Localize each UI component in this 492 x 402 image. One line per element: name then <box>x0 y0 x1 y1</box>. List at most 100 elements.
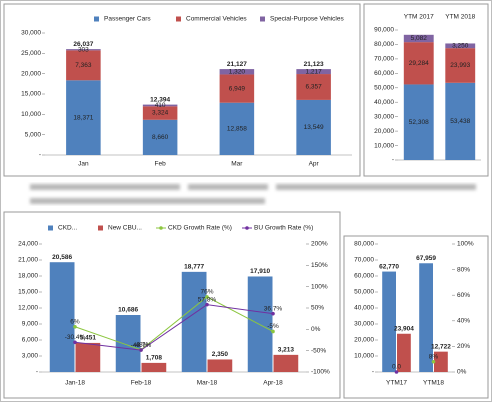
bar-segment <box>66 50 101 81</box>
category-label: Mar-18 <box>197 380 218 387</box>
value-label: 13,549 <box>304 124 324 131</box>
tick-label: 12,000 <box>18 305 38 312</box>
legend-label: Passenger Cars <box>104 16 151 23</box>
value-label: 1,708 <box>146 355 163 362</box>
tick-label: 5,000 <box>25 131 42 138</box>
tick-label: 40% <box>457 318 470 325</box>
bar-segment <box>403 84 434 160</box>
bar <box>382 271 396 372</box>
bar <box>273 354 299 372</box>
tick-label: - <box>36 369 38 376</box>
value-label: 57.8% <box>198 296 217 303</box>
total-label: 26,037 <box>73 41 93 48</box>
value-label: 12,722 <box>431 343 451 350</box>
value-label: 29,284 <box>409 60 429 67</box>
tick-label: 9,000 <box>22 321 39 328</box>
value-label: 6,357 <box>305 84 322 91</box>
category-label: Apr <box>309 161 320 168</box>
bar <box>207 359 233 372</box>
tick-label: 10,000 <box>21 111 41 118</box>
legend-swatch <box>48 225 53 231</box>
legend-marker <box>159 226 163 230</box>
line <box>74 296 274 351</box>
tick-label: 80% <box>457 266 470 273</box>
bar <box>419 263 433 372</box>
tick-label: - <box>392 157 394 164</box>
tick-label: 15,000 <box>21 91 41 98</box>
legend-label: Special-Purpose Vehicles <box>270 16 344 23</box>
blurred-text <box>30 184 476 204</box>
line-marker <box>271 311 275 316</box>
tick-label: 200% <box>311 241 328 248</box>
category-label: Feb-18 <box>131 380 152 387</box>
bar <box>397 333 411 372</box>
tick-label: 50,000 <box>354 289 374 296</box>
category-label: Apr-18 <box>263 380 283 387</box>
bar-segment <box>296 99 331 155</box>
bar <box>75 342 101 372</box>
value-label: 52,308 <box>409 119 429 126</box>
tick-label: 20% <box>457 343 470 350</box>
bar-segment <box>66 80 101 155</box>
category-label: YTM 2018 <box>445 14 475 21</box>
bar-segment <box>219 74 255 103</box>
tick-label: 30,000 <box>374 113 394 120</box>
bar-segment <box>142 106 178 120</box>
category-label: Jan <box>78 161 89 168</box>
category-label: Mar <box>231 161 243 168</box>
tick-label: 60,000 <box>354 273 374 280</box>
value-label: 5,082 <box>411 35 428 42</box>
line-marker <box>139 348 143 352</box>
bar <box>434 351 448 372</box>
legend-swatch <box>176 16 181 22</box>
value-label: 67,959 <box>416 255 436 262</box>
line-marker <box>431 359 436 364</box>
bar-segment <box>445 48 476 83</box>
value-label: -5% <box>267 323 279 330</box>
bar <box>141 362 167 372</box>
line-marker <box>205 295 209 299</box>
tick-label: 21,000 <box>18 257 38 264</box>
value-label: 0.0 <box>392 364 401 371</box>
tick-label: 3,000 <box>22 353 39 360</box>
bar-segment <box>219 102 255 155</box>
category-label: YTM 2017 <box>404 14 434 21</box>
legend-swatch <box>260 16 265 22</box>
tick-label: 90,000 <box>374 27 394 34</box>
value-label: 18,371 <box>73 114 93 121</box>
tick-label: 60,000 <box>374 70 394 77</box>
tick-label: 0% <box>457 369 467 376</box>
value-label: 6,949 <box>229 85 246 92</box>
tick-label: 30,000 <box>21 30 41 37</box>
value-label: 20,586 <box>52 254 72 261</box>
value-label: 3,324 <box>152 110 169 117</box>
tick-label: 0% <box>311 326 321 333</box>
bar <box>49 262 75 372</box>
value-label: 12,858 <box>227 126 247 133</box>
tick-label: 150% <box>311 262 328 269</box>
bar-segment <box>296 74 331 100</box>
tick-label: 20,000 <box>374 128 394 135</box>
value-label: 76% <box>200 289 213 296</box>
line-marker <box>73 324 77 329</box>
bar-segment <box>142 119 178 155</box>
tick-label: 70,000 <box>374 56 394 63</box>
line-marker <box>73 340 77 345</box>
bar <box>181 271 207 372</box>
tick-label: 80,000 <box>354 241 374 248</box>
tick-label: 100% <box>311 283 328 290</box>
tick-label: 18,000 <box>18 273 38 280</box>
value-label: 2,350 <box>212 351 229 358</box>
value-label: 17,910 <box>250 268 270 275</box>
tick-label: 15,000 <box>18 289 38 296</box>
legend-label: BU Growth Rate (%) <box>254 225 313 232</box>
value-label: 18,777 <box>184 264 204 271</box>
line-marker <box>205 302 209 307</box>
legend-label: CKD Growth Rate (%) <box>168 225 232 232</box>
line-marker <box>271 329 275 334</box>
tick-label: 40,000 <box>374 99 394 106</box>
value-label: 10,686 <box>118 307 138 314</box>
category-label: YTM17 <box>386 380 407 387</box>
tick-label: 70,000 <box>354 257 374 264</box>
total-label: 12,394 <box>150 96 170 103</box>
